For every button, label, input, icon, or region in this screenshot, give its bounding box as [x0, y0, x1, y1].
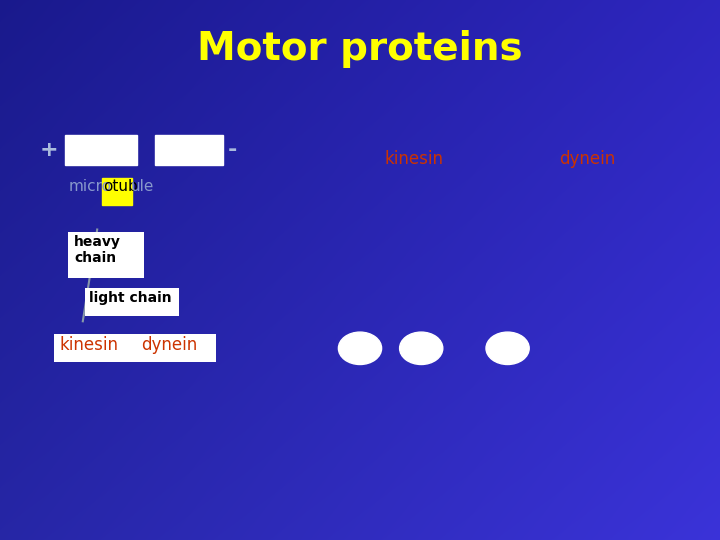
Text: light chain: light chain	[89, 291, 172, 305]
Bar	[85, 288, 179, 316]
Text: otub: otub	[103, 179, 138, 194]
Text: +: +	[40, 140, 58, 160]
Bar	[65, 135, 137, 165]
Text: kinesin: kinesin	[384, 150, 444, 168]
Bar	[54, 334, 137, 362]
Text: dynein: dynein	[559, 150, 615, 168]
Text: heavy
chain: heavy chain	[74, 235, 121, 265]
Bar	[68, 232, 144, 278]
Text: kinesin: kinesin	[60, 336, 119, 354]
Text: micro: micro	[68, 179, 112, 194]
Bar	[137, 334, 216, 362]
Text: -: -	[228, 140, 238, 160]
Text: dynein: dynein	[141, 336, 197, 354]
Circle shape	[400, 332, 443, 365]
Bar	[155, 135, 223, 165]
Bar	[102, 178, 132, 205]
Text: Motor proteins: Motor proteins	[197, 30, 523, 68]
Text: ule: ule	[130, 179, 153, 194]
Circle shape	[486, 332, 529, 365]
Circle shape	[338, 332, 382, 365]
